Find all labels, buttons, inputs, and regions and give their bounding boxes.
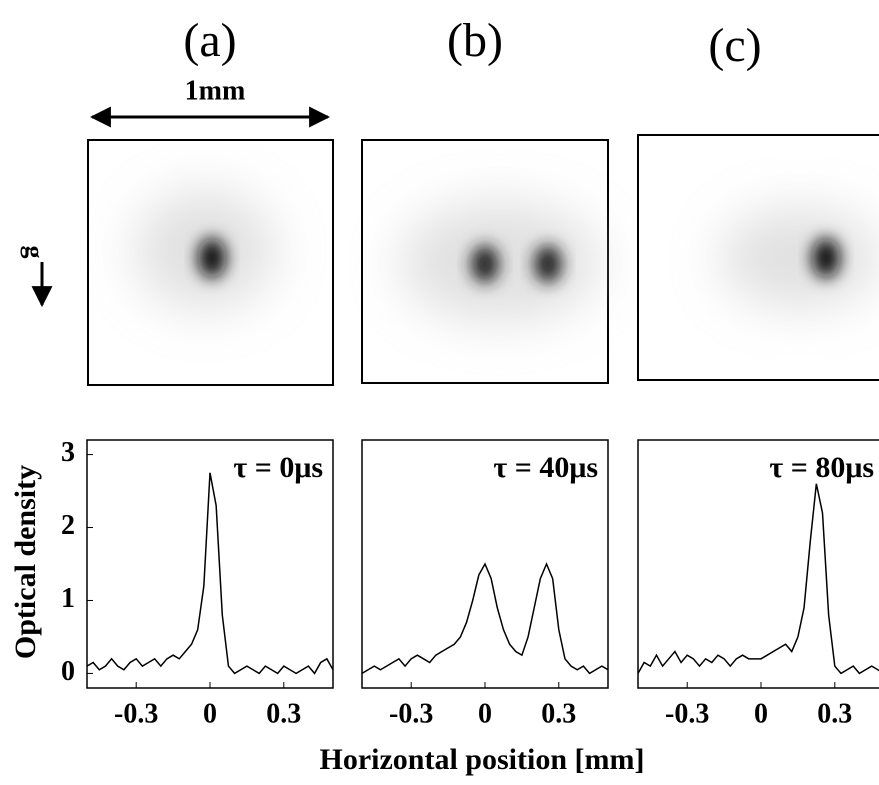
profile-line — [362, 562, 608, 675]
annotation: τ = 40μs — [493, 451, 598, 484]
y-tick-label: 0 — [61, 656, 75, 687]
image-a — [87, 139, 334, 386]
x-tick-label: 0.3 — [266, 698, 301, 729]
annotation: τ = 0μs — [233, 451, 323, 484]
profile-line — [87, 472, 333, 675]
y-tick-label: 2 — [61, 510, 75, 541]
panel-label: (a) — [183, 14, 236, 67]
annotation: τ = 80μs — [769, 451, 874, 484]
x-tick-label: 0 — [478, 698, 492, 729]
x-tick-label: 0 — [203, 698, 217, 729]
x-tick-label: 0 — [754, 698, 768, 729]
x-tick-label: -0.3 — [665, 698, 709, 729]
y-tick-label: 1 — [61, 583, 75, 614]
image-c — [637, 134, 879, 381]
gravity-label: g — [20, 246, 49, 259]
x-axis-label: Horizontal position [mm] — [320, 743, 645, 776]
x-tick-label: -0.3 — [114, 698, 158, 729]
y-axis-label: Optical density — [9, 465, 42, 659]
scale-label: 1mm — [185, 75, 246, 106]
image-b — [361, 139, 609, 384]
y-tick-label: 3 — [61, 437, 75, 468]
panel-label: (c) — [708, 19, 761, 72]
profile-line — [638, 483, 879, 675]
x-tick-label: 0.3 — [541, 698, 576, 729]
x-tick-label: -0.3 — [389, 698, 433, 729]
panel-label: (b) — [447, 14, 503, 67]
x-tick-label: 0.3 — [817, 698, 852, 729]
